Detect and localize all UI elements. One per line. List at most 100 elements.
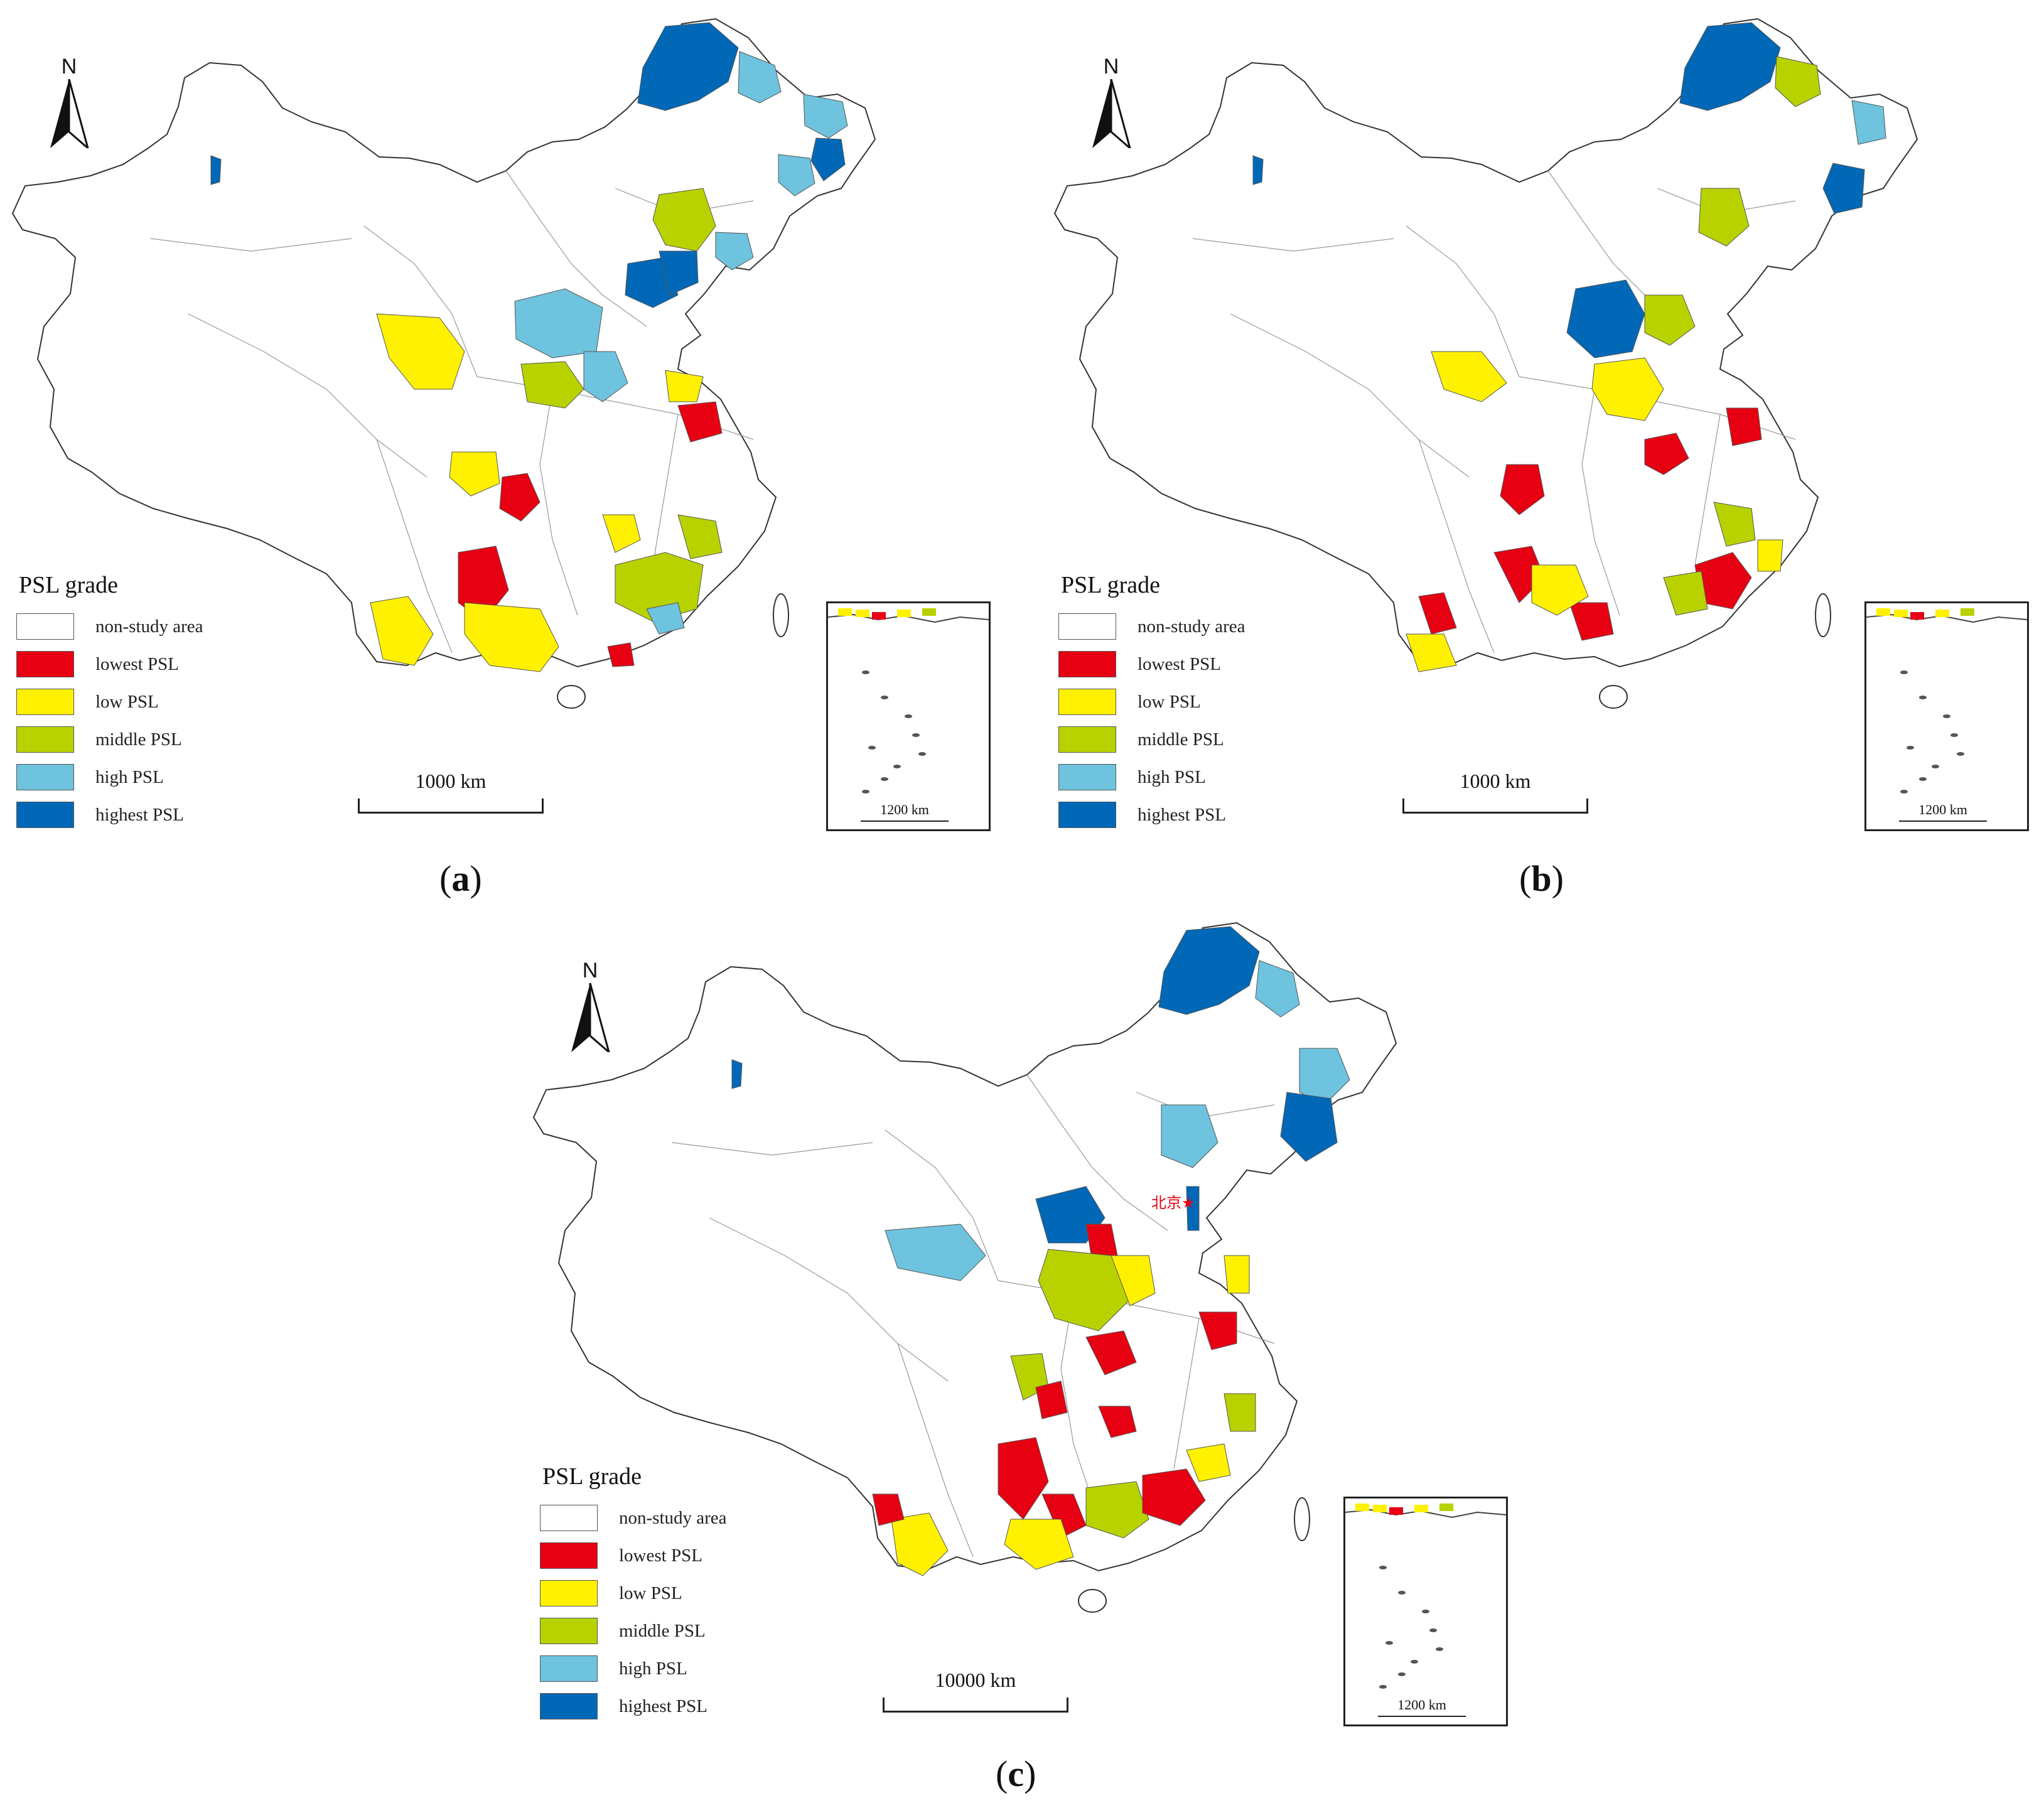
region-high-psl <box>885 1224 986 1281</box>
region-middle-psl <box>677 514 723 559</box>
scale-bar-label: 1000 km <box>1460 770 1531 792</box>
inset-scale-label: 1200 km <box>880 802 929 817</box>
legend-label: high PSL <box>619 1658 687 1679</box>
legend-item-lowest: lowest PSL <box>16 645 203 683</box>
inset-island <box>905 714 912 718</box>
inset-island <box>1957 752 1964 756</box>
inset-island <box>1919 777 1927 781</box>
region-middle-psl <box>1698 188 1750 247</box>
legend-item-high: high PSL <box>540 1650 727 1687</box>
region-lowest-psl <box>1035 1380 1068 1419</box>
inset-island <box>1900 790 1908 794</box>
inset-island <box>881 777 888 781</box>
region-highest-psl <box>1679 22 1781 111</box>
legend-title: PSL grade <box>19 572 118 598</box>
inset-island <box>1379 1685 1387 1689</box>
legend-item-lowest: lowest PSL <box>540 1537 727 1574</box>
region-low-psl <box>1111 1255 1156 1306</box>
inset-region-lowest <box>1389 1507 1403 1515</box>
legend-label: highest PSL <box>619 1696 707 1716</box>
legend-label: middle PSL <box>95 729 182 750</box>
legend-swatch <box>1058 802 1116 828</box>
legend-title: PSL grade <box>1061 572 1160 598</box>
region-low-psl <box>449 451 500 497</box>
hainan-island <box>557 685 586 709</box>
map-panel-b: N PSL grade non-study area lowest PSL low … <box>1042 0 2044 899</box>
panel-caption-a: (a) <box>439 858 482 899</box>
inset-region-low <box>1373 1505 1387 1512</box>
map-panel-a: N PSL grade non-study area lowest PSL low … <box>0 0 1011 899</box>
legend-b: PSL grade non-study area lowest PSL low PS… <box>1058 571 1245 834</box>
region-high-psl <box>778 154 815 196</box>
region-middle-psl <box>1775 56 1821 107</box>
inset-region-lowest <box>872 612 886 620</box>
region-low-psl <box>602 514 641 553</box>
inset-island <box>1919 696 1927 699</box>
inset-island <box>868 746 876 750</box>
region-middle-psl <box>615 552 704 622</box>
region-high-psl <box>1299 1048 1350 1106</box>
region-lowest-psl <box>1418 592 1457 635</box>
region-low-psl <box>1591 357 1664 421</box>
legend-item-non: non-study area <box>1058 608 1245 645</box>
region-middle-psl <box>520 361 584 409</box>
panel-caption-b: (b) <box>1519 858 1564 899</box>
legend-swatch <box>540 1693 598 1719</box>
inset-scale-label: 1200 km <box>1397 1697 1446 1713</box>
legend-swatch <box>16 802 74 828</box>
legend-item-low: low PSL <box>16 683 203 721</box>
legend-swatch <box>540 1505 598 1531</box>
legend-label: low PSL <box>1138 691 1201 712</box>
inset-region-low <box>1935 610 1949 617</box>
region-middle-psl <box>1713 502 1756 547</box>
inset-island <box>1385 1641 1393 1645</box>
region-low-psl <box>376 313 465 390</box>
region-high-psl <box>803 94 848 139</box>
legend-label: low PSL <box>95 691 159 712</box>
region-lowest-psl <box>1085 1330 1137 1375</box>
beijing-annotation: 北京★ <box>1151 1194 1195 1212</box>
legend-item-middle: middle PSL <box>540 1612 727 1650</box>
region-high-psl <box>583 351 628 402</box>
inset-island <box>1411 1660 1418 1664</box>
legend-swatch <box>540 1580 598 1606</box>
region-low-psl <box>370 596 434 666</box>
legend-label: high PSL <box>95 767 164 787</box>
legend-title: PSL grade <box>542 1463 642 1490</box>
region-highest-psl <box>210 155 222 185</box>
inset-map <box>1866 608 2027 794</box>
north-arrow-b: N <box>1086 54 1136 154</box>
region-high-psl <box>1161 1104 1218 1168</box>
legend-label: lowest PSL <box>619 1545 702 1566</box>
north-arrow-icon <box>1092 78 1132 151</box>
inset-region-middle <box>1439 1504 1453 1511</box>
region-low-psl <box>1224 1255 1250 1294</box>
region-lowest-psl <box>998 1437 1049 1520</box>
region-highest-psl <box>1280 1092 1338 1162</box>
legend-label: non-study area <box>95 616 203 637</box>
south-china-sea-inset-c: 1200 km <box>1343 1497 1508 1726</box>
legend-label: low PSL <box>619 1583 682 1603</box>
inset-region-lowest <box>1910 612 1924 620</box>
taiwan-island <box>773 593 789 637</box>
legend-a: PSL grade non-study area lowest PSL low PS… <box>16 571 203 834</box>
region-lowest-psl <box>1500 464 1545 515</box>
inset-island <box>918 752 926 756</box>
legend-item-highest: highest PSL <box>540 1687 727 1725</box>
legend-swatch <box>16 689 74 715</box>
legend-swatch <box>1058 689 1116 715</box>
legend-label: high PSL <box>1138 767 1206 787</box>
inset-island <box>893 765 901 768</box>
inset-island <box>881 696 888 699</box>
region-lowest-psl <box>1644 433 1689 475</box>
north-label: N <box>61 55 77 78</box>
inset-island <box>1932 765 1939 768</box>
region-low-psl <box>1004 1519 1074 1570</box>
region-middle-psl <box>1644 294 1696 346</box>
legend-c: PSL grade non-study area lowest PSL low PS… <box>540 1463 727 1725</box>
hainan-island <box>1599 685 1628 709</box>
region-lowest-psl <box>499 473 541 522</box>
region-low-psl <box>1406 633 1457 672</box>
scale-bar-label: 10000 km <box>935 1669 1016 1691</box>
north-arrow-icon <box>50 78 90 151</box>
